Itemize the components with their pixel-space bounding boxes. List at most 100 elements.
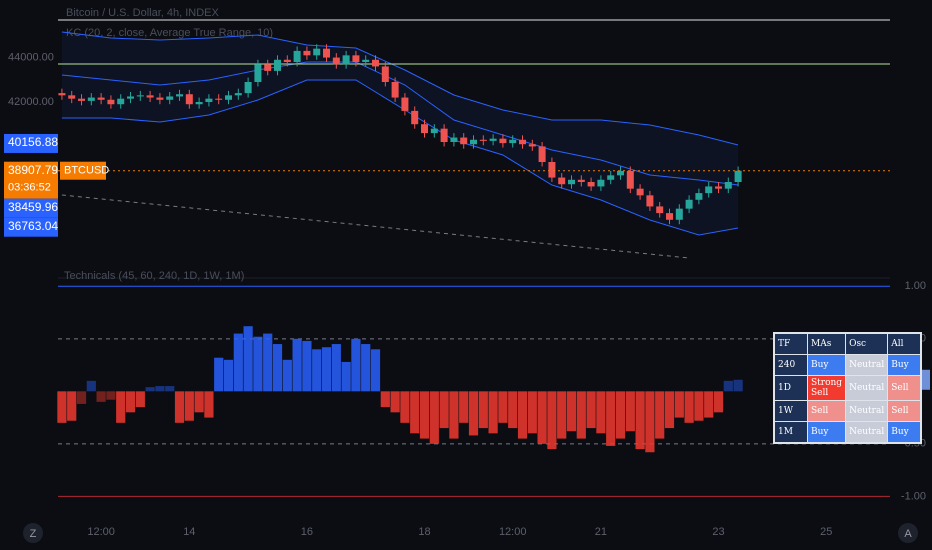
table-row: 1M Buy Neutral Buy — [773, 421, 922, 444]
bar — [410, 391, 420, 434]
table-header-cell: Osc — [845, 332, 889, 355]
bar — [223, 359, 234, 392]
rating-cell: Buy — [806, 421, 847, 444]
bar — [106, 391, 116, 400]
bar — [664, 391, 675, 429]
candle-body — [78, 98, 86, 101]
candle-body — [450, 137, 458, 142]
bar — [488, 391, 498, 434]
bar — [233, 333, 243, 392]
candle-body — [440, 128, 448, 142]
candle-body — [244, 82, 252, 94]
candle-body — [479, 139, 487, 141]
rating-cell: Buy — [887, 421, 922, 444]
candle-body — [264, 64, 272, 71]
table-row: 1D Strong Sell Neutral Sell — [773, 375, 922, 401]
candle-body — [558, 177, 566, 185]
bar — [135, 391, 145, 408]
rating-cell: Strong Sell — [806, 375, 847, 401]
rating-cell: Neutral — [845, 354, 889, 376]
bar — [194, 391, 204, 413]
candle-body — [460, 137, 468, 145]
ratings-table: TF MAs Osc All 240 Buy Neutral Buy 1D Strong Sell… — [773, 332, 923, 444]
bar — [243, 326, 253, 392]
control-circle — [23, 523, 43, 543]
bar — [439, 391, 449, 429]
control-circle — [898, 523, 918, 543]
candle-body — [411, 110, 419, 125]
trend-line — [61, 194, 690, 259]
rating-cell: Buy — [806, 354, 847, 376]
x-tick-label: 23 — [712, 526, 724, 538]
bar — [625, 391, 635, 432]
candle-body — [283, 59, 291, 62]
candle-body — [705, 186, 713, 194]
candle-body — [568, 179, 576, 185]
x-tick-label: 14 — [183, 526, 195, 538]
bar — [537, 391, 547, 444]
candle-body — [607, 175, 615, 180]
candle-body — [127, 96, 135, 99]
y-tick-label: 42000.00 — [8, 96, 54, 108]
y-tick-label: -1.00 — [901, 490, 926, 502]
bar — [713, 391, 724, 413]
price-label-box — [4, 133, 58, 153]
rating-cell: Neutral — [845, 400, 889, 422]
candle-body — [254, 64, 262, 82]
bar — [517, 391, 528, 439]
bar — [547, 391, 557, 450]
channel-basis — [61, 61, 739, 186]
candle-body — [509, 139, 517, 144]
bar — [704, 391, 714, 418]
rating-cell: Neutral — [845, 421, 889, 444]
candle-body — [577, 179, 585, 182]
candle-body — [303, 50, 311, 56]
bar — [655, 391, 665, 439]
rating-cell: Buy — [887, 354, 922, 376]
bar — [557, 391, 567, 439]
channel-upper — [61, 31, 739, 146]
bar — [57, 391, 67, 423]
symbol-tag-text: BTCUSD — [64, 165, 109, 177]
control-button[interactable]: Z — [23, 523, 43, 543]
chart-title: Bitcoin / U.S. Dollar, 4h, INDEX — [66, 7, 219, 19]
timeframe-cell: 240 — [773, 354, 808, 376]
candle-body — [470, 139, 478, 145]
candle-body — [372, 59, 380, 67]
bar — [723, 380, 733, 392]
bar — [253, 336, 263, 392]
bar — [321, 347, 332, 392]
bar — [566, 391, 577, 432]
price-label-box — [4, 161, 58, 199]
candle-body — [107, 99, 115, 105]
control-label: Z — [30, 528, 37, 540]
rating-cell: Neutral — [845, 375, 889, 401]
bar — [459, 391, 469, 423]
bar — [184, 391, 194, 421]
bar — [96, 391, 106, 402]
candle-body — [715, 186, 723, 189]
bar — [508, 391, 518, 429]
bar — [204, 391, 214, 418]
bar — [155, 386, 165, 392]
y-tick-label: 44000.00 — [8, 51, 54, 63]
candle-body — [215, 98, 223, 100]
candle-body — [166, 96, 174, 100]
table-row: 1W Sell Neutral Sell — [773, 400, 922, 422]
bar — [272, 344, 283, 392]
bar — [361, 344, 371, 392]
candle-body — [519, 139, 527, 145]
oscillator-title: Technicals (45, 60, 240, 1D, 1W, 1M) — [64, 270, 244, 282]
candle-body — [666, 213, 674, 220]
bar — [165, 386, 175, 392]
price-label: 38907.79 — [8, 163, 58, 177]
rating-cell: Sell — [887, 400, 922, 422]
bar — [468, 391, 479, 436]
x-tick-label: 16 — [301, 526, 313, 538]
candle-body — [274, 59, 282, 71]
candle-body — [117, 98, 125, 105]
bar — [116, 391, 126, 423]
control-button[interactable]: A — [898, 523, 918, 543]
candle-body — [362, 59, 370, 62]
